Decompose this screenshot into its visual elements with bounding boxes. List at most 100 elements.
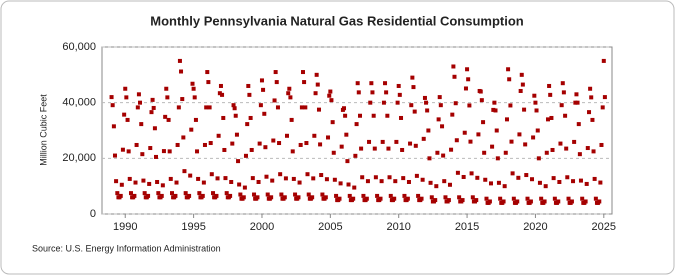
data-point xyxy=(502,184,507,189)
data-point xyxy=(375,193,380,198)
data-point xyxy=(343,113,348,118)
data-point xyxy=(584,181,589,186)
data-point xyxy=(236,159,241,164)
data-point xyxy=(551,176,556,181)
data-point xyxy=(601,58,606,63)
data-point xyxy=(429,195,434,200)
data-point xyxy=(381,100,386,105)
data-point xyxy=(433,198,438,203)
data-point xyxy=(451,64,456,69)
data-point xyxy=(306,192,311,197)
data-point xyxy=(128,191,133,196)
data-point xyxy=(297,180,302,185)
data-point xyxy=(183,191,188,196)
data-point xyxy=(206,80,211,85)
data-point xyxy=(539,196,544,201)
data-point xyxy=(256,179,261,184)
data-point xyxy=(406,179,411,184)
data-point xyxy=(565,175,570,180)
data-point xyxy=(468,139,473,144)
data-point xyxy=(443,195,448,200)
data-point xyxy=(279,192,284,197)
data-point xyxy=(189,127,194,132)
data-point xyxy=(275,105,280,110)
data-point xyxy=(271,138,276,143)
data-point xyxy=(490,144,495,149)
data-point xyxy=(305,172,310,177)
data-point xyxy=(156,191,161,196)
data-point xyxy=(166,117,171,122)
data-point xyxy=(507,77,512,82)
data-point xyxy=(558,141,563,146)
data-point xyxy=(167,149,172,154)
data-point xyxy=(229,179,234,184)
data-point xyxy=(337,196,342,201)
data-point xyxy=(543,184,548,189)
data-point xyxy=(383,81,388,86)
data-point xyxy=(560,81,565,86)
data-point xyxy=(395,100,400,105)
data-point xyxy=(564,146,569,151)
data-point xyxy=(170,191,175,196)
data-point xyxy=(278,172,283,177)
data-point xyxy=(218,83,223,88)
data-point xyxy=(358,113,363,118)
x-tick-label: 1995 xyxy=(181,221,205,233)
data-point xyxy=(238,192,243,197)
data-point xyxy=(399,115,404,120)
data-point xyxy=(563,113,568,118)
data-point xyxy=(412,109,417,114)
data-point xyxy=(592,176,597,181)
data-point xyxy=(354,122,359,127)
data-point xyxy=(428,180,433,185)
data-point xyxy=(496,180,501,185)
data-point xyxy=(438,103,443,108)
data-point xyxy=(532,93,537,98)
data-point xyxy=(314,72,319,77)
data-point xyxy=(511,196,516,201)
data-point xyxy=(365,179,370,184)
data-point xyxy=(150,97,155,102)
data-point xyxy=(386,146,391,151)
data-point xyxy=(173,193,178,198)
data-point xyxy=(590,117,595,122)
data-point xyxy=(125,117,130,122)
data-point xyxy=(273,70,278,75)
data-point xyxy=(537,180,542,185)
data-point xyxy=(408,141,413,146)
data-point xyxy=(559,103,564,108)
data-point xyxy=(368,100,373,105)
data-point xyxy=(369,81,374,86)
x-tick-label: 2000 xyxy=(250,221,274,233)
data-point xyxy=(520,82,525,87)
data-point xyxy=(380,139,385,144)
data-point xyxy=(180,97,185,102)
data-point xyxy=(176,105,181,110)
data-point xyxy=(204,105,209,110)
data-point xyxy=(202,142,207,147)
data-point xyxy=(163,114,168,119)
data-point xyxy=(187,193,192,198)
data-point xyxy=(347,193,352,198)
data-point xyxy=(426,128,431,133)
data-point xyxy=(123,86,128,91)
data-point xyxy=(328,89,333,94)
data-point xyxy=(127,176,132,181)
data-point xyxy=(580,196,585,201)
data-point xyxy=(467,103,472,108)
data-point xyxy=(154,154,159,159)
data-point xyxy=(416,193,421,198)
data-point xyxy=(372,146,377,151)
data-point xyxy=(245,122,250,127)
data-point xyxy=(597,199,602,204)
data-point xyxy=(441,153,446,158)
data-point xyxy=(371,113,376,118)
data-point xyxy=(578,178,583,183)
data-point xyxy=(217,91,222,96)
data-point xyxy=(542,199,547,204)
data-point xyxy=(288,95,293,100)
data-point xyxy=(574,92,579,97)
data-point xyxy=(214,193,219,198)
data-point xyxy=(331,150,336,155)
data-point xyxy=(566,196,571,201)
